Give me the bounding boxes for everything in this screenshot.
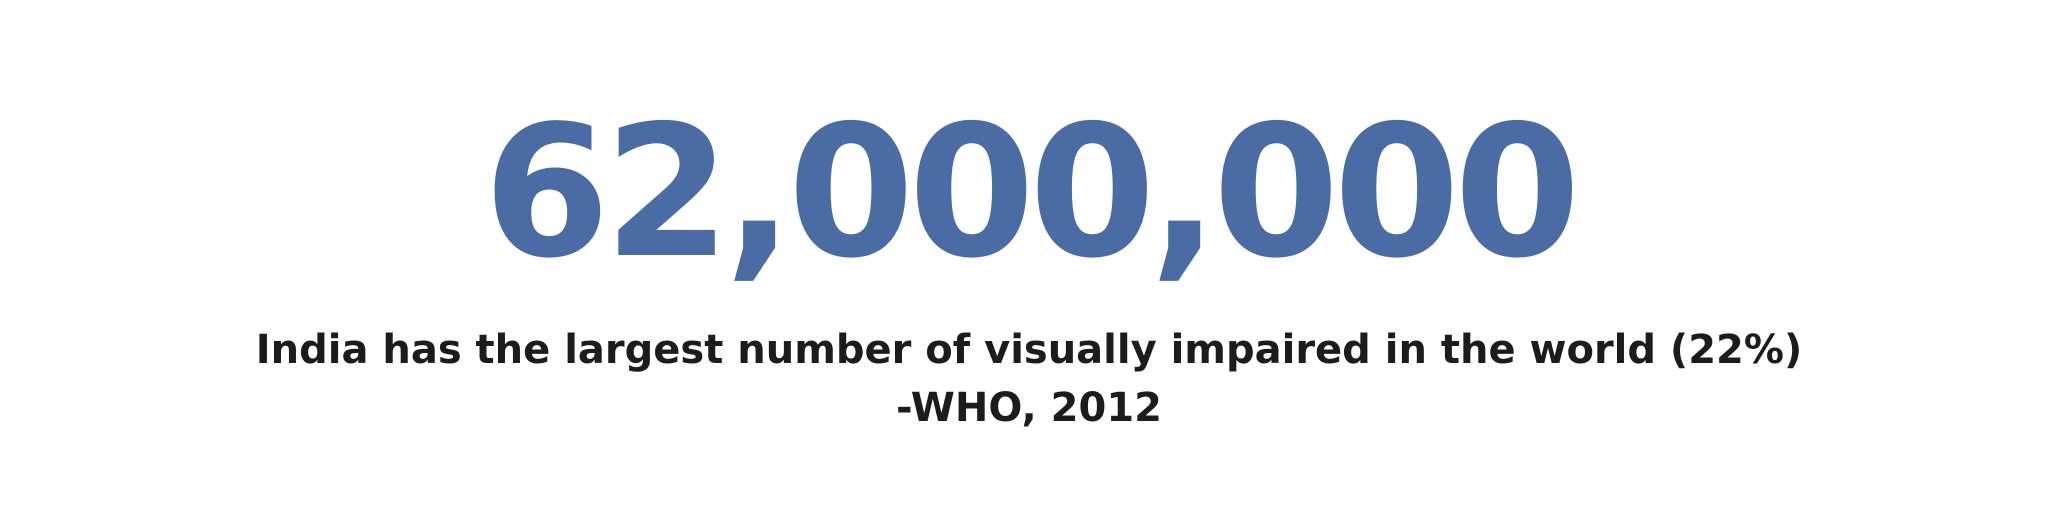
- headline-number: 62,000,000: [483, 86, 1580, 298]
- source-citation: -WHO, 2012: [896, 385, 1162, 431]
- caption-text: India has the largest number of visually…: [255, 327, 1803, 373]
